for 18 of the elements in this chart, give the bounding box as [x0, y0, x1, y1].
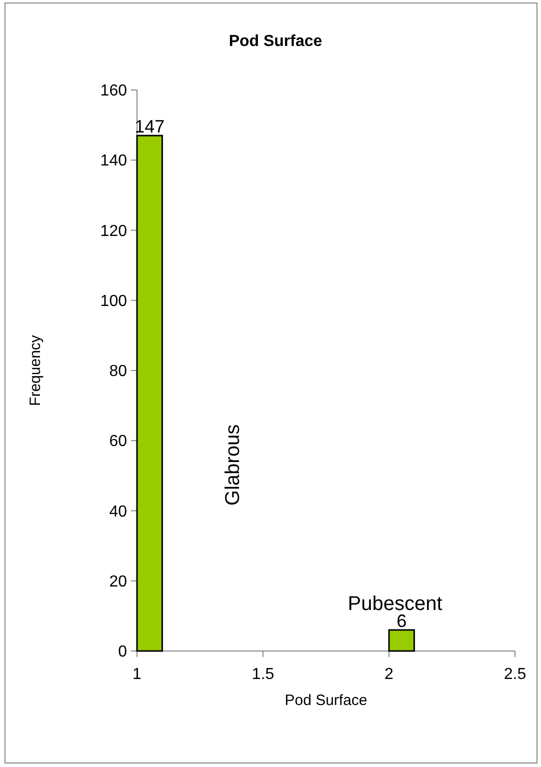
annotation: Glabrous [222, 424, 244, 506]
y-tick-label: 120 [100, 222, 128, 240]
y-tick-label: 60 [109, 433, 128, 450]
x-tick-label: 1 [132, 666, 142, 683]
y-tick-label: 40 [109, 503, 128, 520]
x-tick-label: 1.5 [252, 666, 274, 683]
chart-title: Pod Surface [228, 33, 322, 50]
y-tick-label: 100 [100, 292, 128, 310]
y-tick-label: 0 [118, 644, 128, 661]
y-tick-label: 80 [109, 363, 128, 380]
y-tick-label: 160 [100, 82, 128, 100]
x-tick-label: 2.5 [504, 666, 526, 683]
data-label: 147 [134, 116, 165, 137]
y-tick-label: 140 [100, 152, 128, 170]
y-tick-label: 20 [109, 573, 128, 590]
x-tick-label: 2 [384, 666, 394, 683]
y-axis-title: Frequency [27, 334, 44, 406]
x-axis-title: Pod Surface [284, 692, 368, 709]
